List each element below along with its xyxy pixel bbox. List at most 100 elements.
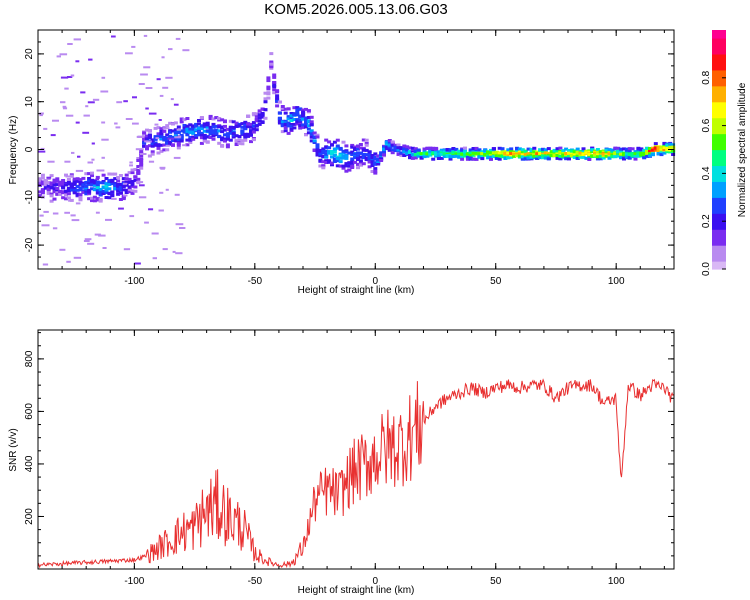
spectrogram-cell [549,153,554,157]
spectrogram-y-tick-label: 0 [24,146,35,152]
spectrogram-cell [168,141,173,145]
spectrogram-cell [356,145,360,148]
spectrogram-cell [165,141,170,145]
snr-y-tick-label: 600 [24,403,35,420]
spectrogram-cell [249,131,253,135]
spectrogram-cell [546,152,551,156]
spectrogram-cell [49,199,54,203]
spectrogram-noise-cell [182,49,190,52]
spectrogram-cell [575,154,580,158]
spectrogram-cell [474,151,479,155]
colorbar-segment [712,77,726,83]
spectrogram-cell [306,109,311,113]
spectrogram-cell [78,198,83,202]
spectrogram-cell [116,176,121,179]
colorbar-segment [712,57,726,63]
spectrogram-cell [454,147,459,151]
spectrogram-cell [292,113,297,117]
spectrogram-noise-cell [71,151,75,154]
spectrogram-noise-cell [87,161,93,164]
spectrogram-cell [558,157,563,161]
spectrogram-cell [335,138,340,142]
spectrogram-noise-cell [42,263,49,266]
spectrogram-cell [564,147,569,151]
spectrogram-cell [301,108,306,112]
spectrogram-cell [491,151,496,155]
spectrogram-cell [139,163,144,167]
spectrogram-cell [185,128,190,132]
spectrogram-cell [225,137,230,141]
spectrogram-noise-cell [165,144,170,147]
colorbar-segment [712,233,726,238]
spectrogram-noise-cell [158,209,164,212]
colorbar-segment [712,169,726,174]
spectrogram-cell [61,182,66,186]
spectrogram-cell [46,184,51,188]
spectrogram-cell [627,147,632,151]
spectrogram-cell [145,137,149,141]
spectrogram-cell [286,124,291,128]
spectrogram-cell [315,153,320,157]
spectrogram-cell [104,184,109,188]
colorbar-segment [712,113,726,119]
spectrogram-x-tick-label: 100 [608,276,625,287]
spectrogram-noise-cell [87,242,95,245]
colorbar-segment [712,185,726,190]
spectrogram-cell [266,79,271,83]
spectrogram-cell [396,148,401,152]
spectrogram-cell [286,107,291,111]
spectrogram-noise-cell [62,107,68,110]
spectrogram-cell [309,123,314,127]
spectrogram-cell [376,160,381,163]
spectrogram-cell [480,153,485,157]
spectrogram-cell [104,188,109,192]
spectrogram-cell [624,155,629,159]
spectrogram-cell [101,191,106,195]
spectrogram-cell [633,150,638,154]
snr-x-tick-label: -100 [124,576,144,587]
spectrogram-noise-cell [64,87,69,90]
spectrogram-cell [595,150,600,154]
spectrogram-noise-cell [123,194,128,197]
colorbar-segment [712,33,726,39]
spectrogram-cell [494,154,499,158]
spectrogram-cell [199,124,204,128]
spectrogram-cell [619,155,624,159]
spectrogram-cell [156,146,161,150]
spectrogram-cell [231,126,236,129]
spectrogram-cell [139,157,144,161]
spectrogram-noise-cell [111,197,117,200]
spectrogram-cell [619,149,624,153]
spectrogram-cell [474,146,479,150]
spectrogram-cell [92,179,97,183]
spectrogram-cell [66,188,71,192]
spectrogram-cell [118,174,123,177]
spectrogram-cell [116,192,121,196]
spectrogram-cell [491,147,496,151]
spectrogram-cell [269,62,274,66]
spectrogram-noise-cell [165,188,169,191]
spectrogram-cell [234,139,239,143]
spectrogram-cell [52,190,57,194]
spectrogram-cell [173,121,178,125]
spectrogram-cell [78,182,83,186]
spectrogram-cell [214,129,219,133]
spectrogram-cell [396,152,401,156]
spectrogram-cell [205,135,210,139]
spectrogram-x-tick-label: -100 [124,276,144,287]
spectrogram-cell [604,154,609,158]
spectrogram-cell [40,189,45,193]
spectrogram-cell [627,153,632,157]
spectrogram-cell [590,154,595,158]
spectrogram-cell [110,182,115,186]
spectrogram-cell [46,188,51,192]
spectrogram-cell [506,148,511,152]
spectrogram-cell [188,123,193,127]
spectrogram-cell [251,127,256,131]
spectrogram-cell [191,131,196,135]
spectrogram-cell [413,149,418,153]
spectrogram-cell [538,149,543,153]
spectrogram-cell [72,180,77,184]
spectrogram-cell [356,147,360,151]
spectrogram-cell [410,146,415,150]
